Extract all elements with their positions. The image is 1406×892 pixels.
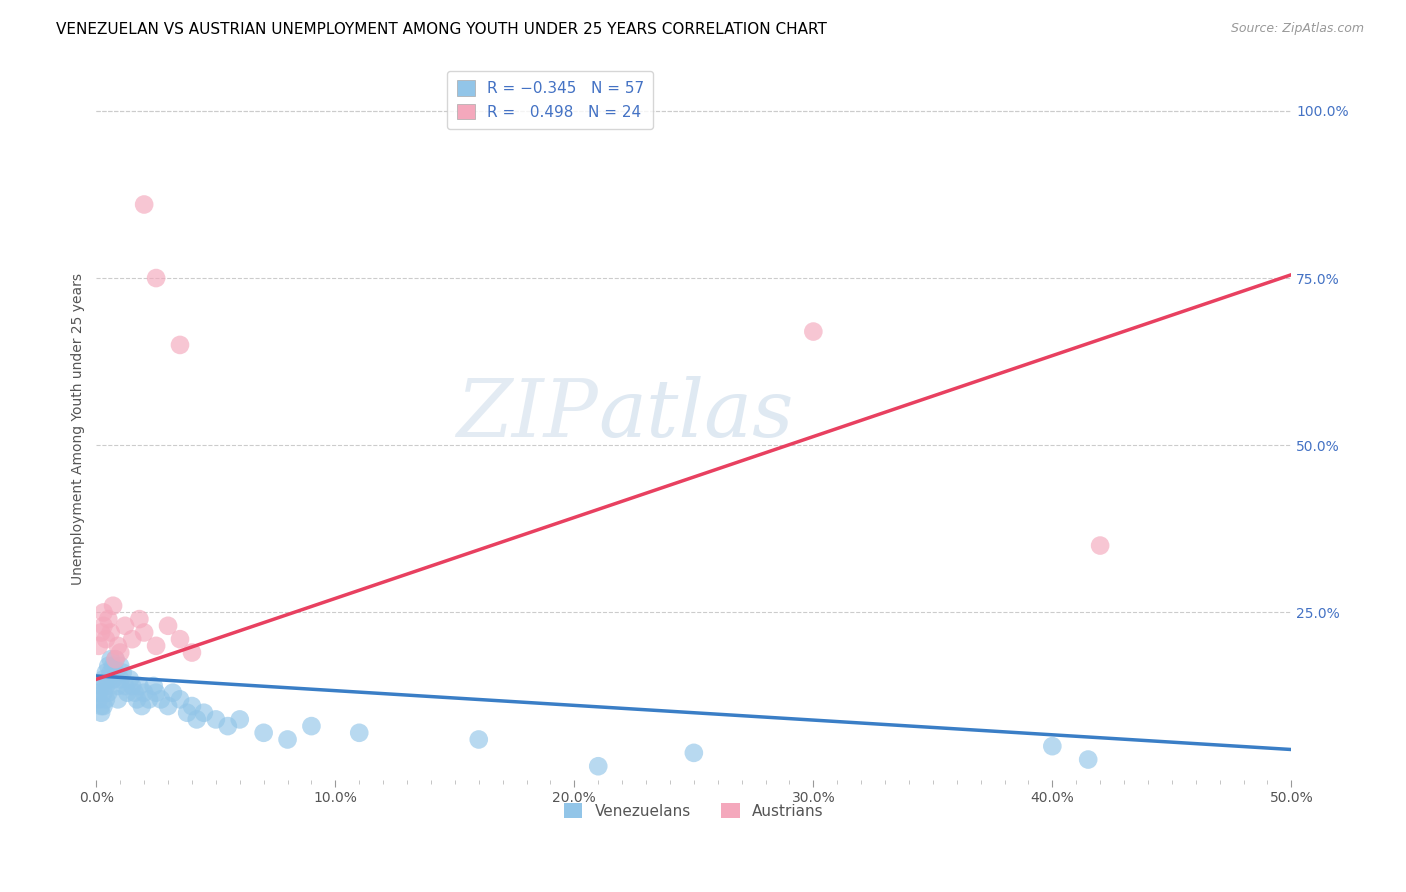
Point bbox=[90, 625, 112, 640]
Point bbox=[107, 679, 129, 693]
Point bbox=[114, 679, 136, 693]
Point bbox=[87, 686, 110, 700]
Point bbox=[128, 612, 150, 626]
Point bbox=[94, 679, 117, 693]
Point bbox=[100, 665, 122, 680]
Point bbox=[229, 713, 252, 727]
Point bbox=[131, 699, 153, 714]
Text: VENEZUELAN VS AUSTRIAN UNEMPLOYMENT AMONG YOUTH UNDER 25 YEARS CORRELATION CHART: VENEZUELAN VS AUSTRIAN UNEMPLOYMENT AMON… bbox=[56, 22, 827, 37]
Text: ZIP: ZIP bbox=[457, 376, 598, 453]
Point bbox=[107, 692, 129, 706]
Point bbox=[97, 673, 120, 687]
Point bbox=[134, 625, 156, 640]
Point bbox=[1040, 739, 1063, 754]
Point bbox=[107, 639, 129, 653]
Point bbox=[134, 197, 156, 211]
Point bbox=[169, 632, 191, 647]
Point bbox=[111, 665, 134, 680]
Point bbox=[205, 713, 228, 727]
Point bbox=[118, 673, 141, 687]
Point bbox=[193, 706, 215, 720]
Point bbox=[176, 706, 198, 720]
Point bbox=[101, 673, 124, 687]
Point bbox=[142, 679, 165, 693]
Point bbox=[145, 686, 167, 700]
Point bbox=[94, 632, 117, 647]
Point bbox=[90, 699, 112, 714]
Point bbox=[145, 271, 167, 285]
Point bbox=[101, 599, 124, 613]
Point bbox=[104, 652, 127, 666]
Point bbox=[90, 679, 112, 693]
Point bbox=[93, 699, 115, 714]
Point bbox=[124, 686, 146, 700]
Point bbox=[121, 679, 143, 693]
Point bbox=[94, 665, 117, 680]
Point bbox=[181, 646, 204, 660]
Y-axis label: Unemployment Among Youth under 25 years: Unemployment Among Youth under 25 years bbox=[72, 273, 86, 584]
Point bbox=[301, 719, 323, 733]
Point bbox=[87, 639, 110, 653]
Point bbox=[90, 706, 112, 720]
Point bbox=[94, 692, 117, 706]
Point bbox=[110, 673, 132, 687]
Point bbox=[682, 746, 704, 760]
Point bbox=[157, 619, 180, 633]
Point bbox=[801, 325, 824, 339]
Point bbox=[149, 692, 172, 706]
Point bbox=[110, 659, 132, 673]
Point bbox=[121, 632, 143, 647]
Point bbox=[145, 639, 167, 653]
Point bbox=[128, 679, 150, 693]
Point bbox=[169, 338, 191, 352]
Point bbox=[586, 759, 609, 773]
Point bbox=[93, 686, 115, 700]
Point bbox=[277, 732, 299, 747]
Point bbox=[349, 726, 371, 740]
Text: Source: ZipAtlas.com: Source: ZipAtlas.com bbox=[1230, 22, 1364, 36]
Point bbox=[114, 619, 136, 633]
Point bbox=[186, 713, 208, 727]
Point bbox=[162, 686, 184, 700]
Legend: Venezuelans, Austrians: Venezuelans, Austrians bbox=[558, 797, 830, 824]
Point bbox=[87, 692, 110, 706]
Point bbox=[181, 699, 204, 714]
Point bbox=[97, 612, 120, 626]
Point bbox=[169, 692, 191, 706]
Point bbox=[138, 692, 160, 706]
Point bbox=[101, 659, 124, 673]
Point bbox=[1088, 539, 1111, 553]
Point bbox=[93, 606, 115, 620]
Point bbox=[100, 625, 122, 640]
Point bbox=[93, 673, 115, 687]
Point bbox=[134, 686, 156, 700]
Point bbox=[100, 652, 122, 666]
Point bbox=[125, 692, 148, 706]
Point bbox=[1077, 753, 1099, 767]
Text: atlas: atlas bbox=[598, 376, 793, 453]
Point bbox=[110, 646, 132, 660]
Point bbox=[93, 619, 115, 633]
Point bbox=[97, 686, 120, 700]
Point bbox=[97, 659, 120, 673]
Point bbox=[104, 665, 127, 680]
Point bbox=[157, 699, 180, 714]
Point bbox=[468, 732, 491, 747]
Point bbox=[104, 652, 127, 666]
Point bbox=[117, 686, 139, 700]
Point bbox=[253, 726, 276, 740]
Point bbox=[217, 719, 239, 733]
